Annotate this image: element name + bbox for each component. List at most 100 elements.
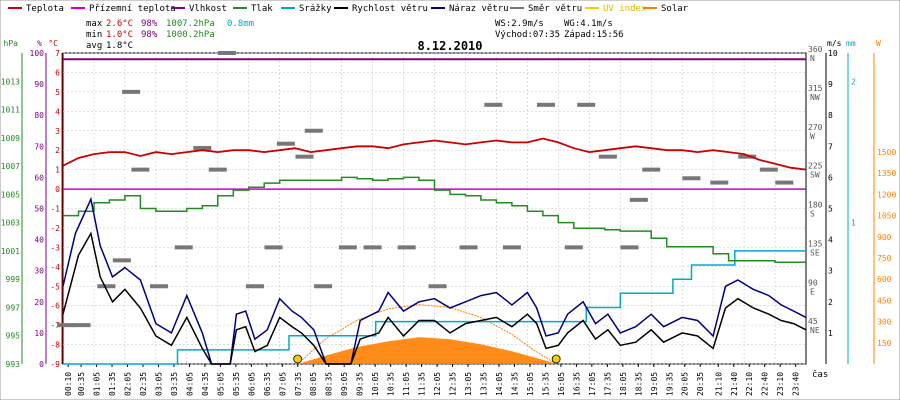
axis-tick-percent: 10 xyxy=(34,329,44,338)
sun-marker xyxy=(293,354,303,364)
axis-tick-hpa: 999 xyxy=(6,275,21,284)
wind-direction-mark xyxy=(72,323,91,328)
axis-tick-watt: 750 xyxy=(877,254,892,263)
axis-tick-percent: 60 xyxy=(34,173,44,182)
axis-tick-celsius: 7 xyxy=(55,49,60,58)
stats-max-press: 1007.2hPa xyxy=(166,19,215,29)
series-solar-area xyxy=(297,337,557,364)
axis-tick-celsius: -4 xyxy=(50,263,60,272)
axis-tick-hpa: 997 xyxy=(6,303,21,312)
stats-avg-temp: 1.8°C xyxy=(106,41,133,51)
axis-tick-celsius: -2 xyxy=(50,224,60,233)
x-tick-label: 15:05 xyxy=(526,372,535,396)
axis-tick-ms: 2 xyxy=(828,298,833,307)
wind-direction-mark xyxy=(682,176,701,181)
wind-direction-mark xyxy=(642,167,661,172)
summary-ws: WS:2.9m/s xyxy=(495,19,544,29)
x-tick-label: 01:35 xyxy=(108,372,117,396)
axis-tick-direction: NE xyxy=(810,326,820,335)
series-wind-speed xyxy=(62,231,807,365)
wind-direction-mark xyxy=(502,245,521,250)
axis-tick-ms: 9 xyxy=(828,80,833,89)
x-tick-label: 01:05 xyxy=(93,372,102,396)
axis-tick-celsius: 4 xyxy=(55,107,60,116)
axis-tick-celsius: -8 xyxy=(50,341,60,350)
x-tick-label: 08:35 xyxy=(325,372,334,396)
axis-tick-percent: 40 xyxy=(34,236,44,245)
axis-tick-celsius: 2 xyxy=(55,146,60,155)
axis-tick-direction: 360 xyxy=(808,45,823,54)
axis-unit-mm: mm xyxy=(846,39,856,48)
x-tick-label: 18:35 xyxy=(634,372,643,396)
axis-tick-watt: 150 xyxy=(877,339,892,348)
axis-tick-hpa: 1003 xyxy=(1,219,20,228)
axis-tick-direction: NW xyxy=(810,93,820,102)
axis-tick-direction: SE xyxy=(810,248,820,257)
legend-label: Vlhkost xyxy=(189,4,227,14)
axis-tick-ms: 3 xyxy=(828,267,833,276)
axis-tick-watt: 450 xyxy=(877,296,892,305)
x-axis-label: čas xyxy=(812,369,828,380)
x-tick-label: 07:05 xyxy=(278,372,287,396)
axis-tick-direction: 180 xyxy=(808,201,823,210)
wind-direction-mark xyxy=(459,245,478,250)
chart-title: 8.12.2010 xyxy=(417,39,482,53)
x-tick-label: 00:35 xyxy=(77,372,86,396)
axis-tick-celsius: -6 xyxy=(50,302,60,311)
axis-tick-direction: S xyxy=(810,210,815,219)
x-tick-label: 09:05 xyxy=(340,372,349,396)
x-tick-label: 19:05 xyxy=(650,372,659,396)
x-tick-label: 05:05 xyxy=(216,372,225,396)
x-tick-label: 11:05 xyxy=(402,372,411,396)
wind-direction-mark xyxy=(295,154,314,159)
x-tick-label: 21:40 xyxy=(730,372,739,396)
axis-tick-direction: 45 xyxy=(808,317,818,326)
wind-direction-mark xyxy=(428,284,447,289)
summary-wg: WG:4.1m/s xyxy=(564,19,613,29)
axis-unit-percent: % xyxy=(37,39,42,48)
stats-min-label: min xyxy=(86,30,102,40)
axis-tick-ms: 1 xyxy=(828,329,833,338)
wind-direction-mark xyxy=(122,89,141,94)
wind-direction-mark xyxy=(710,180,729,185)
x-tick-label: 21:10 xyxy=(714,372,723,396)
x-tick-label: 18:05 xyxy=(619,372,628,396)
axis-unit-celsius: °C xyxy=(48,39,58,48)
legend-label: Teplota xyxy=(26,4,64,14)
stats-max-label: max xyxy=(86,19,103,29)
stats-max-precip: 0.8mm xyxy=(227,19,254,29)
legend: Teplota Přízemní teplota Vlhkost Tlak Srážky… xyxy=(8,4,689,14)
sun-marker xyxy=(551,354,561,364)
axis-tick-watt: 1050 xyxy=(877,212,896,221)
axis-tick-celsius: 6 xyxy=(55,68,60,77)
wind-direction-mark xyxy=(629,197,648,202)
axis-tick-hpa: 993 xyxy=(6,360,21,369)
series-wind-gust xyxy=(62,196,807,365)
wind-direction-mark xyxy=(536,102,555,107)
wind-direction-mark xyxy=(775,180,794,185)
axis-tick-celsius: 5 xyxy=(55,88,60,97)
x-tick-label: 10:35 xyxy=(387,372,396,396)
axis-tick-hpa: 1011 xyxy=(1,106,20,115)
axis-tick-direction: SW xyxy=(810,171,820,180)
axis-tick-celsius: 1 xyxy=(55,166,60,175)
x-tick-label: 16:35 xyxy=(572,372,581,396)
axis-tick-percent: 20 xyxy=(34,298,44,307)
x-tick-label: 14:05 xyxy=(495,372,504,396)
wind-direction-mark xyxy=(193,146,212,151)
axis-tick-ms: 5 xyxy=(828,205,833,214)
wind-direction-mark xyxy=(397,245,416,250)
wind-direction-mark xyxy=(759,167,778,172)
x-tick-label: 04:35 xyxy=(201,372,210,396)
x-tick-label: 19:35 xyxy=(665,372,674,396)
axis-unit-hpa: hPa xyxy=(4,39,19,48)
axis-tick-direction: N xyxy=(810,54,815,63)
legend-label: Náraz větru xyxy=(449,4,509,14)
axis-tick-celsius: -5 xyxy=(50,282,60,291)
stats-avg-label: avg xyxy=(86,41,102,51)
x-tick-label: 12:05 xyxy=(433,372,442,396)
axis-tick-percent: 50 xyxy=(34,205,44,214)
series-pressure xyxy=(63,176,806,263)
axis-tick-celsius: 3 xyxy=(55,127,60,136)
